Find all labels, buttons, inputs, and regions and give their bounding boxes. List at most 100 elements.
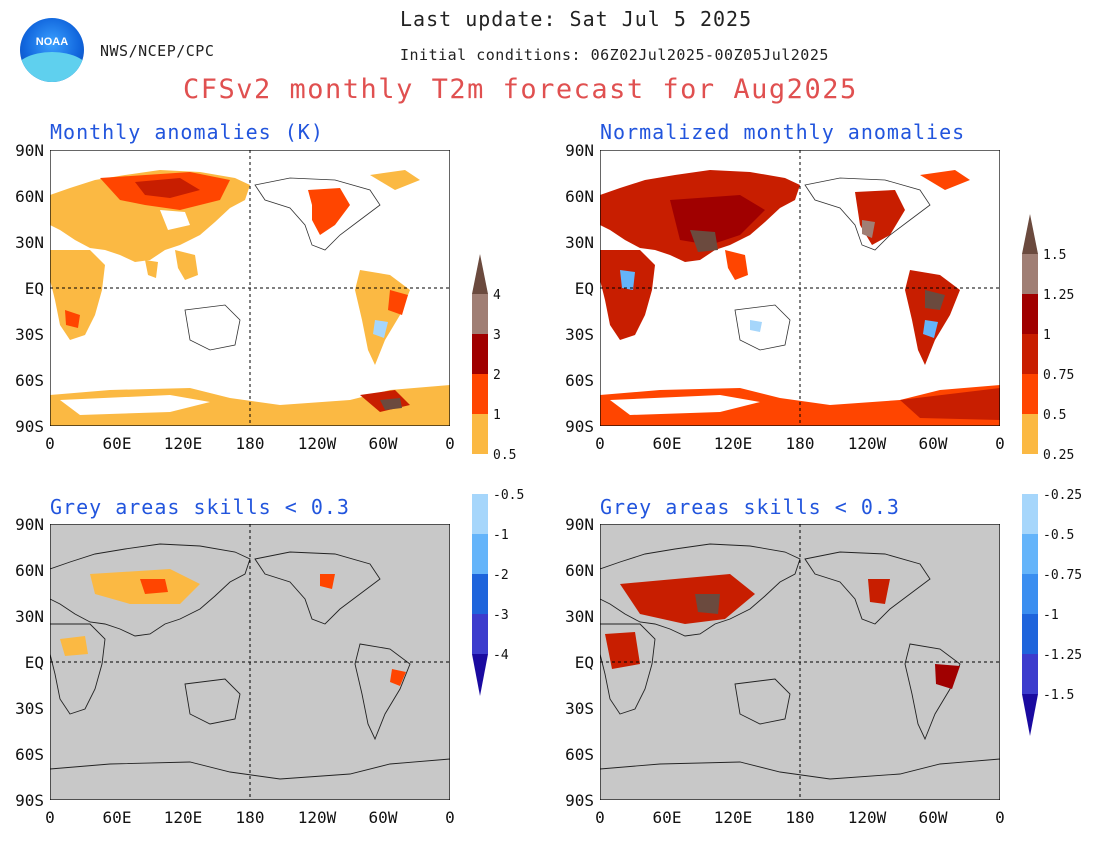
colorbar-segment: [1022, 694, 1038, 736]
colorbar-label: 1: [493, 408, 501, 423]
north-america-outline: [804, 551, 931, 625]
lon-label: 180: [785, 808, 815, 827]
colorbar-label: -0.5: [1043, 528, 1075, 543]
lon-label: 120W: [847, 808, 887, 827]
lat-label: 90S: [15, 417, 44, 436]
lat-label: 90S: [15, 791, 44, 810]
lat-label: EQ: [24, 279, 44, 298]
colorbar-segment: [1022, 414, 1038, 454]
lat-label: 60N: [15, 187, 44, 206]
colorbar-label: 1.5: [1043, 248, 1067, 263]
lat-label: 60S: [565, 745, 594, 764]
colorbar-segment: [472, 494, 488, 534]
colorbar-segment: [1022, 574, 1038, 614]
southern-africa-warm: [65, 310, 80, 328]
se-asia-land: [725, 250, 748, 280]
colorbar-segment: [1022, 534, 1038, 574]
south-america-outline: [904, 643, 961, 741]
lon-label: 0: [995, 808, 1005, 827]
lon-label: 60W: [918, 808, 948, 827]
lat-label: 90N: [15, 515, 44, 534]
south-america-land: [905, 270, 960, 365]
lat-label: 90N: [565, 515, 594, 534]
antarctica-outline: [600, 758, 1000, 780]
africa-skilful-warm: [605, 632, 640, 669]
antarctica-outline: [50, 758, 450, 780]
lat-label: 90N: [565, 141, 594, 160]
lat-label: 60N: [565, 187, 594, 206]
amazon-extreme: [925, 290, 945, 310]
lon-label: 0: [595, 434, 605, 453]
lon-label: 0: [445, 434, 455, 453]
lat-label: 30N: [565, 233, 594, 252]
australia-land: [184, 304, 241, 351]
eurasia-outline: [600, 543, 801, 637]
noaa-logo: NOAA: [20, 18, 84, 82]
lat-label: 30S: [565, 325, 594, 344]
lon-label: 0: [45, 808, 55, 827]
colorbar-segment: [472, 574, 488, 614]
colorbar-label: -1: [1043, 608, 1059, 623]
colorbar-segment: [472, 654, 488, 696]
brazil-warm: [388, 290, 408, 315]
lat-label: 60S: [15, 371, 44, 390]
siberia-hot-spot: [135, 178, 200, 198]
greenland-warm: [920, 170, 970, 190]
colorbar-label: 0.5: [493, 448, 517, 463]
colorbar-label: -3: [493, 608, 509, 623]
colorbar-label: 4: [493, 288, 501, 303]
colorbar-label: -1: [493, 528, 509, 543]
asia-extreme: [695, 594, 720, 614]
colorbar-segment: [472, 334, 488, 374]
lon-label: 60E: [102, 434, 132, 453]
lat-label: 30N: [565, 607, 594, 626]
north-america-warm: [308, 188, 350, 235]
north-america-extreme: [862, 220, 875, 238]
lat-label: 30N: [15, 233, 44, 252]
map-panel-anomalies: [50, 150, 450, 426]
lon-label: 60W: [368, 434, 398, 453]
brazil-warm: [390, 669, 406, 686]
colorbar-label: 1.25: [1043, 288, 1075, 303]
colorbar-segment: [1022, 494, 1038, 534]
south-asia-extreme: [690, 230, 718, 252]
lon-label: 120W: [297, 434, 337, 453]
map-panel-skill-anomalies: [50, 524, 450, 800]
colorbar-segment: [472, 454, 488, 494]
colorbar-segment: [1022, 374, 1038, 414]
africa-land: [50, 250, 105, 340]
lon-label: 180: [235, 434, 265, 453]
colorbar-segment: [1022, 334, 1038, 374]
map-panel-skill-normalized: [600, 524, 1000, 800]
page-title: CFSv2 monthly T2m forecast for Aug2025: [183, 74, 858, 105]
panel-title-normalized: Normalized monthly anomalies: [600, 120, 966, 144]
south-america-cool: [373, 320, 388, 338]
colorbar-segment: [472, 374, 488, 414]
central-asia-warm: [140, 579, 168, 594]
africa-land: [600, 250, 655, 340]
lat-label: 60N: [15, 561, 44, 580]
last-update-text: Last update: Sat Jul 5 2025: [400, 7, 753, 31]
panel-title-skill-right: Grey areas skills < 0.3: [600, 495, 900, 519]
colorbar-label: -1.5: [1043, 688, 1075, 703]
lat-label: 90S: [565, 791, 594, 810]
colorbar-segment: [1022, 654, 1038, 694]
lat-label: 30S: [565, 699, 594, 718]
lat-label: 60S: [15, 745, 44, 764]
south-america-cool: [923, 320, 938, 338]
tibet-neutral: [160, 210, 190, 230]
colorbar-label: 0.5: [1043, 408, 1067, 423]
colorbar-label: -4: [493, 648, 509, 663]
lon-label: 0: [595, 808, 605, 827]
lon-label: 120E: [163, 808, 203, 827]
antarctic-hot-spot: [380, 398, 402, 410]
lat-label: 30N: [15, 607, 44, 626]
colorbar-segment: [472, 414, 488, 454]
lat-label: 30S: [15, 699, 44, 718]
lon-label: 180: [235, 808, 265, 827]
india-land: [145, 260, 158, 278]
lon-label: 120E: [163, 434, 203, 453]
antarctica-neutral: [60, 395, 210, 415]
colorbar-segment: [1022, 214, 1038, 254]
colorbar-segment: [1022, 294, 1038, 334]
